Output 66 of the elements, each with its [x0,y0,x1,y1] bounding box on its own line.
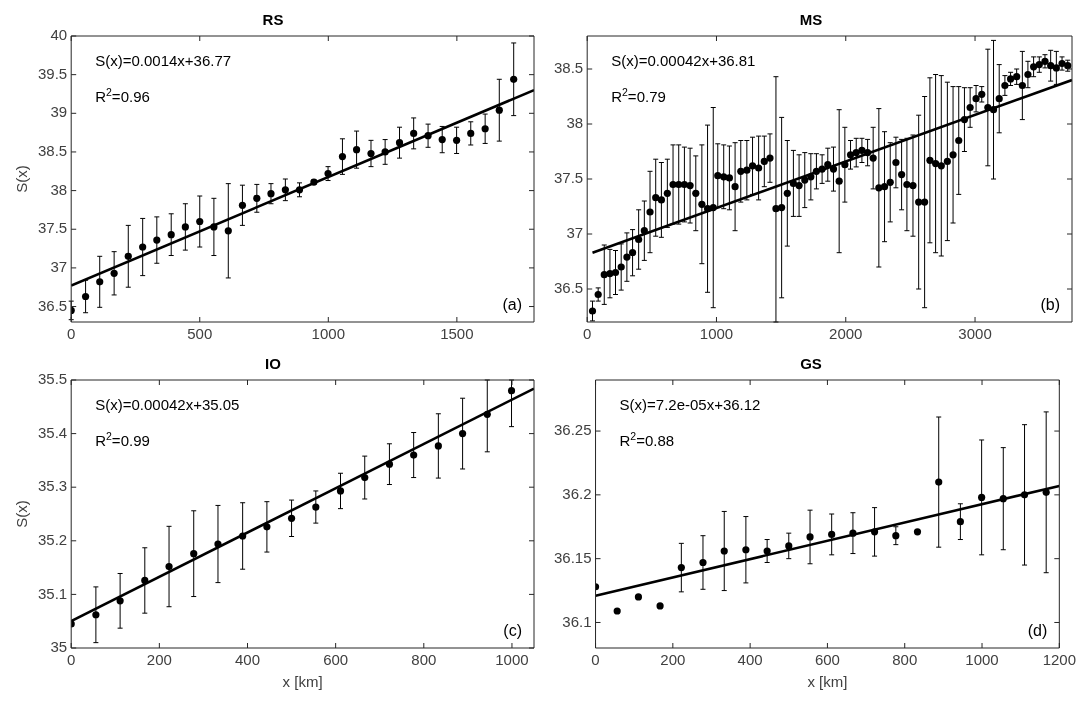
x-tick-label: 0 [583,325,592,343]
annotation: S(x)=0.00042x+36.81 [611,52,756,69]
x-tick-label: 3000 [958,325,992,343]
x-tick-label: 800 [892,651,918,669]
y-tick-label: 36.1 [562,612,592,630]
y-tick-label: 36.5 [553,279,584,297]
y-tick-label: 36.2 [562,485,592,502]
x-tick-label: 600 [323,651,349,669]
x-tick-label: 0 [67,651,76,669]
y-tick-label: 37.5 [37,219,68,237]
y-axis-title: S(x) [13,500,31,528]
x-tick-label: 0 [67,325,76,343]
y-tick-label: 35.3 [37,477,68,495]
x-tick-label: 400 [737,651,763,669]
y-tick-label: 35.2 [37,530,68,548]
y-tick-label: 39.5 [37,64,68,82]
y-tick-label: 38.5 [37,142,68,160]
annotation: (b) [1040,296,1061,313]
x-tick-label: 200 [146,651,172,669]
annotation: S(x)=7.2e-05x+36.12 [619,396,761,413]
y-tick-label: 35.4 [37,423,68,441]
point [613,607,621,615]
chart-title: GS [800,355,822,373]
annotation: (a) [502,296,523,313]
point [81,292,90,301]
x-axis-title: x [km] [807,673,848,691]
y-axis-title: S(x) [13,165,31,193]
x-tick-label: 1000 [699,325,734,343]
point [338,152,347,161]
x-tick-label: 1500 [440,325,474,343]
x-tick-label: 2000 [829,325,863,343]
x-tick-label: 1000 [495,651,529,669]
x-tick-label: 800 [411,651,437,669]
x-tick-label: 1000 [965,651,999,669]
annotation: (c) [503,622,522,639]
annotation: S(x)=0.00042x+35.05 [95,396,240,413]
y-tick-label: 37 [566,224,584,242]
y-tick-label: 37 [50,258,68,276]
y-tick-label: 39 [50,103,68,121]
annotation: (d) [1027,622,1048,639]
y-tick-label: 35 [50,638,68,656]
x-tick-label: 1200 [1042,651,1076,669]
x-tick-label: 0 [591,651,600,669]
x-tick-label: 500 [187,325,213,343]
y-tick-label: 36.5 [37,296,68,314]
x-tick-label: 400 [234,651,261,669]
y-tick-label: 38 [50,180,68,198]
y-tick-label: 40 [50,26,68,44]
point [656,602,664,610]
y-tick-label: 38.5 [553,59,584,77]
chart-title: MS [799,11,823,29]
x-tick-label: 1000 [311,325,345,343]
x-tick-label: 200 [660,651,686,669]
point [913,528,922,536]
y-tick-label: 37.5 [553,169,584,187]
y-tick-label: 35.1 [37,584,68,602]
x-tick-label: 600 [814,651,840,669]
annotation: S(x)=0.0014x+36.77 [95,52,232,69]
y-tick-label: 36.15 [553,548,592,566]
y-tick-label: 38 [566,114,584,132]
y-tick-label: 35.5 [37,370,68,388]
point [634,593,643,601]
chart-title: IO [265,355,282,373]
y-tick-label: 36.25 [553,421,592,439]
chart-title: RS [262,11,284,29]
x-axis-title: x [km] [282,673,323,691]
